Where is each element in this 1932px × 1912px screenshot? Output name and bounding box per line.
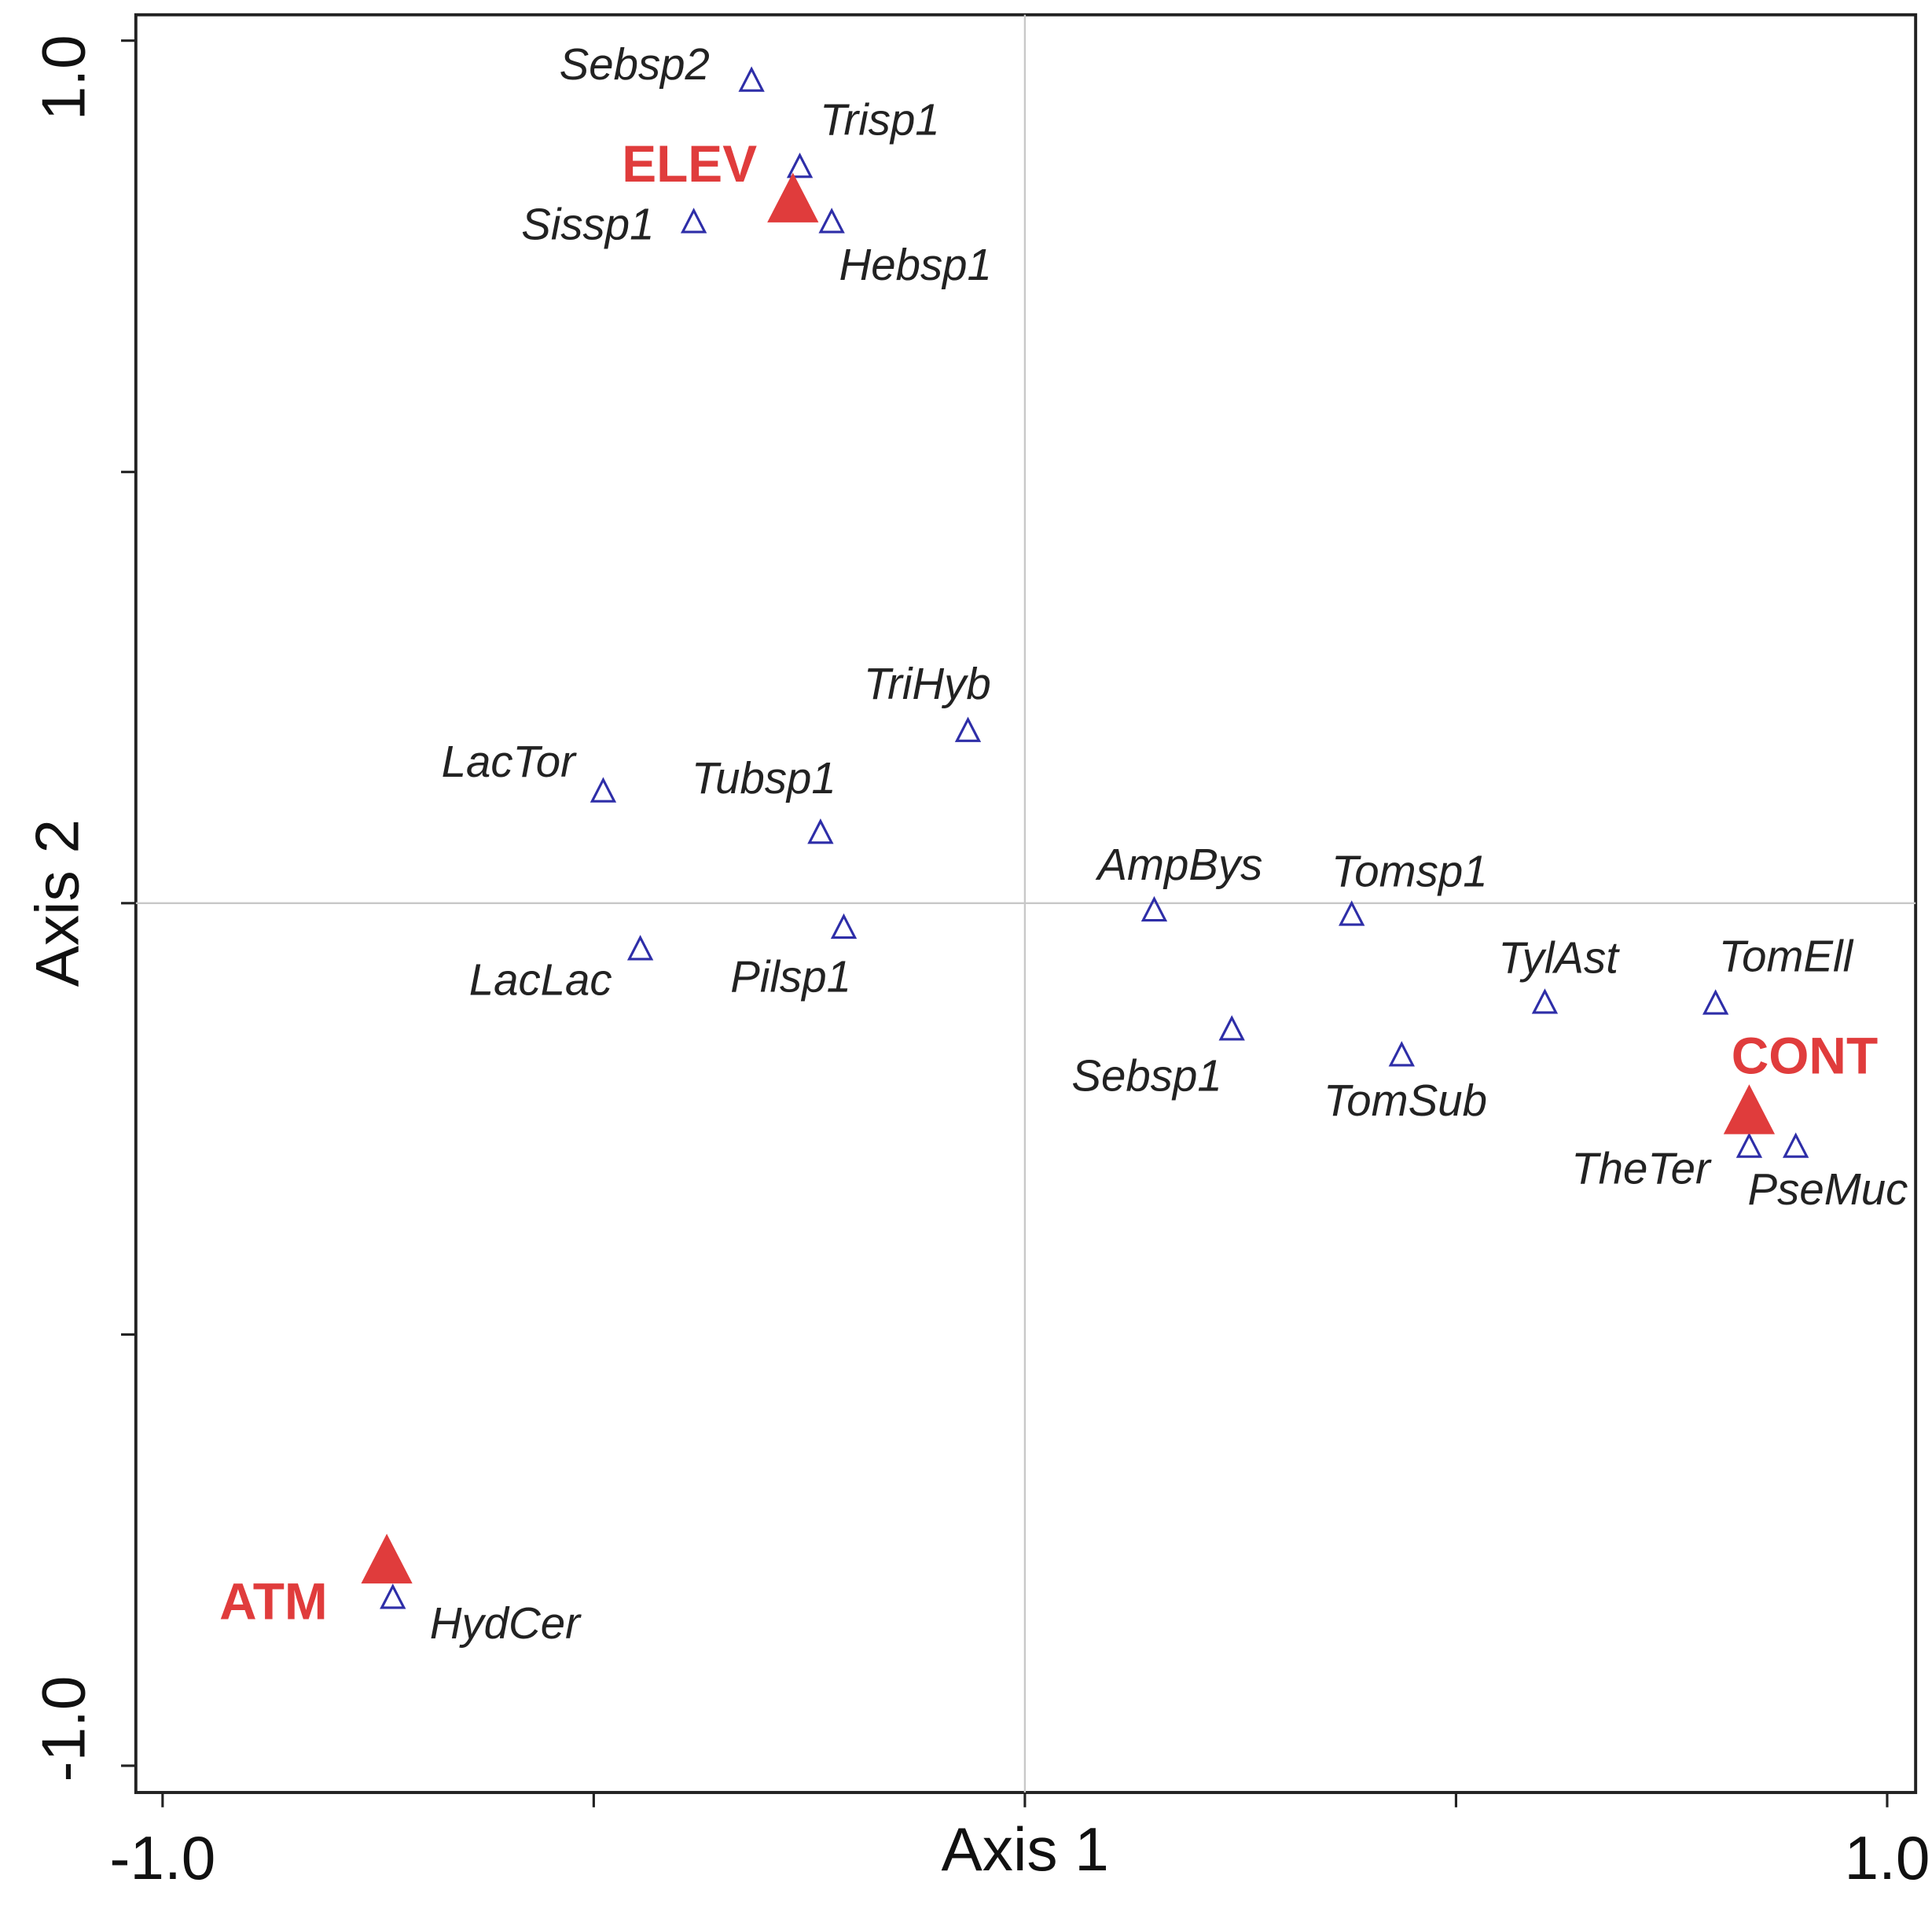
- species-marker: [818, 208, 845, 233]
- species-marker: [680, 208, 707, 233]
- species-label: Tomsp1: [1331, 846, 1488, 895]
- y-tick-label: -1.0: [28, 1675, 97, 1781]
- species-label: TomSub: [1324, 1076, 1487, 1125]
- species-label: TylAst: [1498, 933, 1620, 983]
- species-marker: [1339, 900, 1365, 926]
- x-tick-label: 1.0: [1845, 1823, 1930, 1892]
- species-label: Hebsp1: [839, 240, 992, 289]
- x-axis-label: Axis 1: [942, 1815, 1109, 1884]
- x-tick-label: -1.0: [109, 1823, 215, 1892]
- species-label: Pilsp1: [730, 951, 851, 1001]
- species-marker: [1140, 895, 1168, 922]
- species-label: TomEll: [1719, 932, 1854, 981]
- env-marker: [1723, 1084, 1776, 1134]
- species-marker: [380, 1583, 406, 1609]
- species-label: Sebsp1: [1071, 1051, 1221, 1101]
- species-label: LacLac: [469, 954, 612, 1004]
- species-label: Sebsp2: [560, 39, 710, 89]
- species-marker: [807, 818, 834, 844]
- y-axis-label: Axis 2: [23, 819, 92, 987]
- species-label: PseMuc: [1748, 1164, 1908, 1214]
- env-marker: [361, 1533, 413, 1584]
- species-marker: [1388, 1041, 1415, 1067]
- species-marker: [1702, 989, 1729, 1015]
- species-marker: [830, 913, 858, 939]
- species-marker: [1531, 988, 1559, 1014]
- species-label: TheTer: [1571, 1144, 1712, 1193]
- species-marker: [1783, 1132, 1809, 1158]
- species-label: HydCer: [430, 1598, 582, 1648]
- env-label: CONT: [1732, 1026, 1878, 1084]
- species-label: Trisp1: [820, 94, 940, 144]
- species-marker: [626, 935, 654, 961]
- y-tick-label: 1.0: [28, 35, 97, 120]
- species-label: Tubsp1: [692, 753, 836, 803]
- env-label: ATM: [219, 1572, 328, 1630]
- species-marker: [1218, 1015, 1245, 1041]
- env-marker: [767, 172, 819, 222]
- env-label: ELEV: [622, 134, 757, 193]
- species-label: LacTor: [442, 737, 578, 786]
- species-label: Sissp1: [521, 199, 654, 248]
- species-marker: [1735, 1132, 1763, 1158]
- species-marker: [954, 716, 982, 742]
- species-marker: [738, 66, 765, 92]
- species-marker: [590, 777, 617, 803]
- species-label: TriHyb: [864, 659, 991, 708]
- species-label: AmpBys: [1095, 840, 1262, 889]
- species-marker: [786, 153, 814, 178]
